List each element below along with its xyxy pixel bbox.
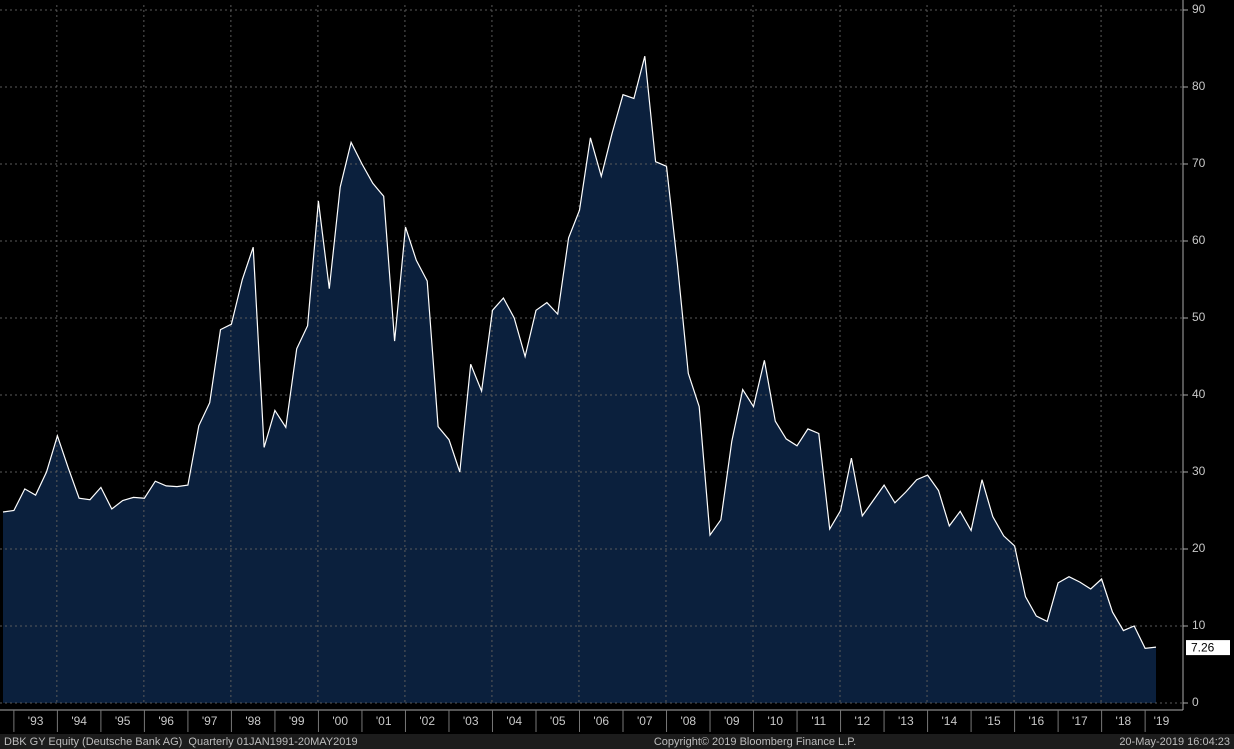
x-tick-label: '09 <box>724 714 740 728</box>
x-tick-label: '96 <box>158 714 174 728</box>
x-tick-label: '16 <box>1029 714 1045 728</box>
x-tick-label: '17 <box>1072 714 1088 728</box>
last-value-box <box>1186 640 1230 656</box>
area <box>3 56 1156 703</box>
footer-bar <box>0 734 1234 749</box>
x-tick-label: '05 <box>550 714 566 728</box>
y-tick-label: 90 <box>1192 2 1206 16</box>
x-tick-label: '93 <box>28 714 44 728</box>
y-tick-label: 50 <box>1192 310 1206 324</box>
x-tick-label: '12 <box>854 714 870 728</box>
footer-left: DBK GY Equity (Deutsche Bank AG) Quarter… <box>4 736 358 748</box>
x-tick-label: '03 <box>463 714 479 728</box>
y-tick-label: 70 <box>1192 156 1206 170</box>
x-tick-label: '97 <box>202 714 218 728</box>
footer-right: 20-May-2019 16:04:23 <box>1119 736 1230 748</box>
x-tick-label: '15 <box>985 714 1001 728</box>
y-tick-label: 40 <box>1192 387 1206 401</box>
y-tick-label: 10 <box>1192 618 1206 632</box>
y-tick-label: 80 <box>1192 79 1206 93</box>
x-tick-label: '18 <box>1116 714 1132 728</box>
last-value-label: 7.26 <box>1191 640 1215 654</box>
x-tick-label: '00 <box>332 714 348 728</box>
x-tick-label: '11 <box>811 714 826 728</box>
y-tick-label: 30 <box>1192 464 1206 478</box>
footer-center: Copyright© 2019 Bloomberg Finance L.P. <box>654 736 856 748</box>
x-tick-label: '02 <box>419 714 435 728</box>
x-tick-label: '07 <box>637 714 653 728</box>
x-tick-label: '14 <box>942 714 958 728</box>
x-tick-label: '98 <box>245 714 261 728</box>
y-tick-label: 20 <box>1192 541 1206 555</box>
x-tick-label: '06 <box>593 714 609 728</box>
x-tick-label: '04 <box>506 714 522 728</box>
x-tick-label: '99 <box>289 714 305 728</box>
x-tick-label: '01 <box>376 714 392 728</box>
x-tick-label: '19 <box>1154 714 1170 728</box>
x-tick-label: '08 <box>680 714 696 728</box>
x-tick-label: '95 <box>115 714 131 728</box>
x-tick-label: '94 <box>71 714 87 728</box>
y-tick-label: 0 <box>1192 695 1199 709</box>
x-tick-label: '13 <box>898 714 914 728</box>
x-tick-label: '10 <box>767 714 783 728</box>
y-tick-label: 60 <box>1192 233 1206 247</box>
line <box>2 56 1157 649</box>
